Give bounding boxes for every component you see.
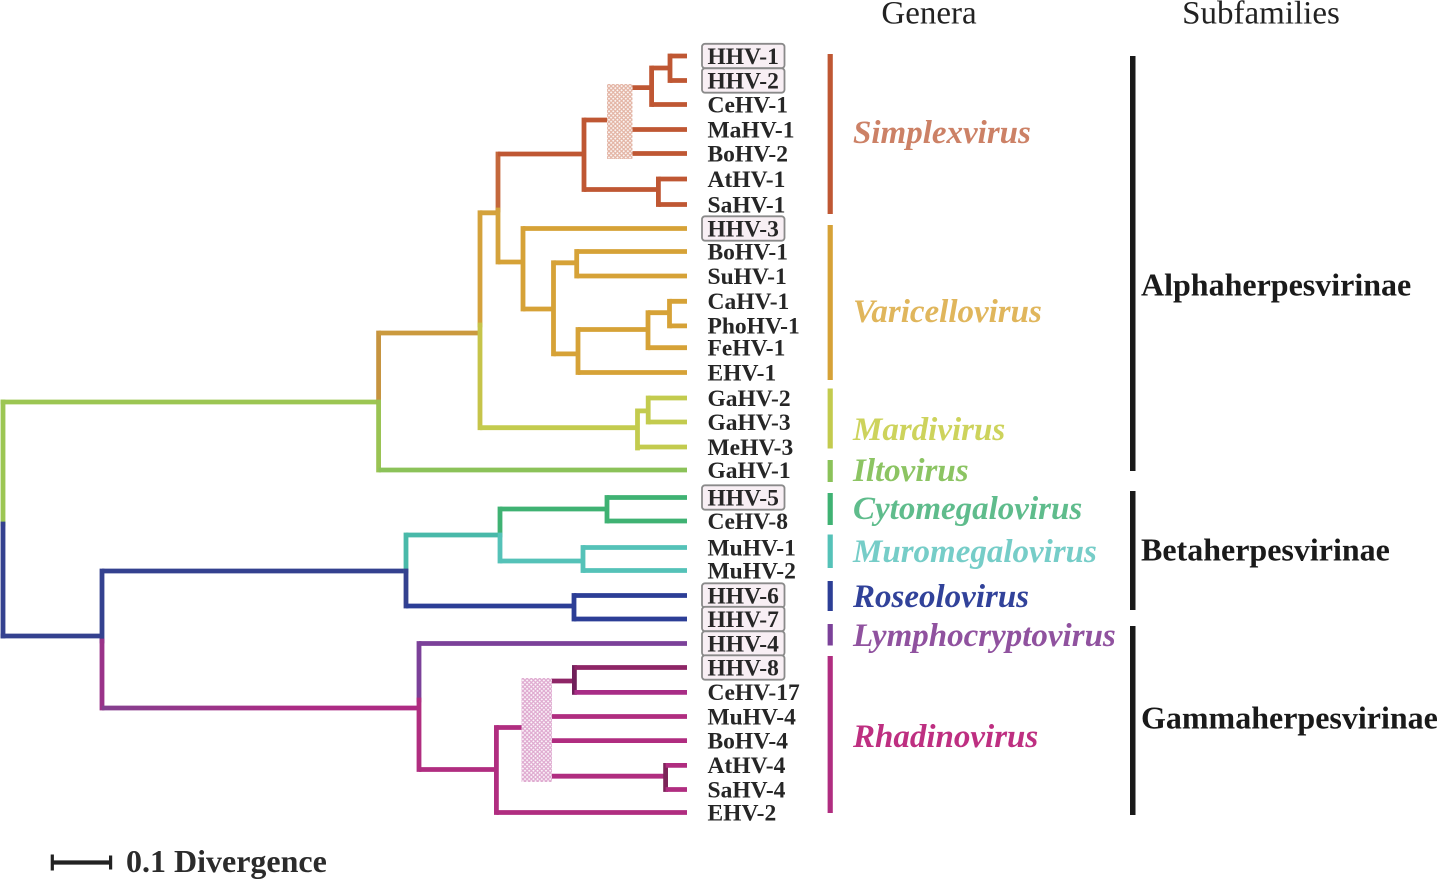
svg-text:HHV-2: HHV-2 [708, 68, 779, 94]
svg-text:CeHV-8: CeHV-8 [708, 509, 788, 535]
svg-text:HHV-3: HHV-3 [708, 216, 779, 242]
svg-text:Rhadinovirus: Rhadinovirus [852, 719, 1038, 755]
svg-text:HHV-1: HHV-1 [708, 44, 779, 70]
svg-text:MuHV-1: MuHV-1 [708, 535, 796, 561]
svg-text:Varicellovirus: Varicellovirus [853, 294, 1042, 330]
svg-text:Genera: Genera [881, 0, 977, 32]
svg-text:HHV-5: HHV-5 [708, 485, 779, 511]
svg-text:AtHV-1: AtHV-1 [708, 167, 786, 193]
svg-text:BoHV-4: BoHV-4 [708, 728, 789, 754]
svg-text:Cytomegalovirus: Cytomegalovirus [853, 491, 1082, 527]
svg-text:Alphaherpesvirinae: Alphaherpesvirinae [1141, 267, 1411, 303]
svg-text:0.1 Divergence: 0.1 Divergence [126, 843, 327, 879]
svg-text:HHV-4: HHV-4 [708, 631, 780, 657]
svg-text:Iltovirus: Iltovirus [852, 453, 969, 489]
svg-text:MuHV-2: MuHV-2 [708, 558, 796, 584]
svg-text:SuHV-1: SuHV-1 [708, 264, 787, 290]
svg-text:FeHV-1: FeHV-1 [708, 336, 786, 362]
svg-text:CeHV-1: CeHV-1 [708, 92, 788, 118]
svg-text:MaHV-1: MaHV-1 [708, 117, 795, 143]
svg-text:BoHV-1: BoHV-1 [708, 239, 789, 265]
svg-text:Simplexvirus: Simplexvirus [853, 115, 1031, 151]
svg-text:Muromegalovirus: Muromegalovirus [852, 534, 1097, 570]
svg-text:PhoHV-1: PhoHV-1 [708, 314, 800, 340]
svg-text:GaHV-3: GaHV-3 [708, 410, 791, 436]
svg-text:MeHV-3: MeHV-3 [708, 435, 794, 461]
svg-text:Roseolovirus: Roseolovirus [852, 579, 1029, 615]
svg-text:EHV-2: EHV-2 [708, 800, 777, 826]
svg-text:BoHV-2: BoHV-2 [708, 141, 789, 167]
svg-text:SaHV-4: SaHV-4 [708, 777, 786, 803]
svg-text:EHV-1: EHV-1 [708, 360, 777, 386]
svg-text:AtHV-4: AtHV-4 [708, 753, 786, 779]
svg-text:HHV-8: HHV-8 [708, 655, 779, 681]
svg-text:Mardivirus: Mardivirus [852, 412, 1005, 448]
svg-text:CeHV-17: CeHV-17 [708, 680, 800, 706]
svg-text:MuHV-4: MuHV-4 [708, 704, 797, 730]
svg-text:CaHV-1: CaHV-1 [708, 289, 790, 315]
svg-text:HHV-6: HHV-6 [708, 583, 780, 609]
svg-text:HHV-7: HHV-7 [708, 607, 780, 633]
svg-text:Lymphocryptovirus: Lymphocryptovirus [852, 618, 1116, 654]
svg-text:GaHV-2: GaHV-2 [708, 386, 791, 412]
svg-text:GaHV-1: GaHV-1 [708, 458, 791, 484]
svg-text:Subfamilies: Subfamilies [1182, 0, 1340, 32]
svg-text:SaHV-1: SaHV-1 [708, 192, 786, 218]
svg-text:Betaherpesvirinae: Betaherpesvirinae [1141, 532, 1390, 568]
svg-text:Gammaherpesvirinae: Gammaherpesvirinae [1141, 700, 1438, 736]
